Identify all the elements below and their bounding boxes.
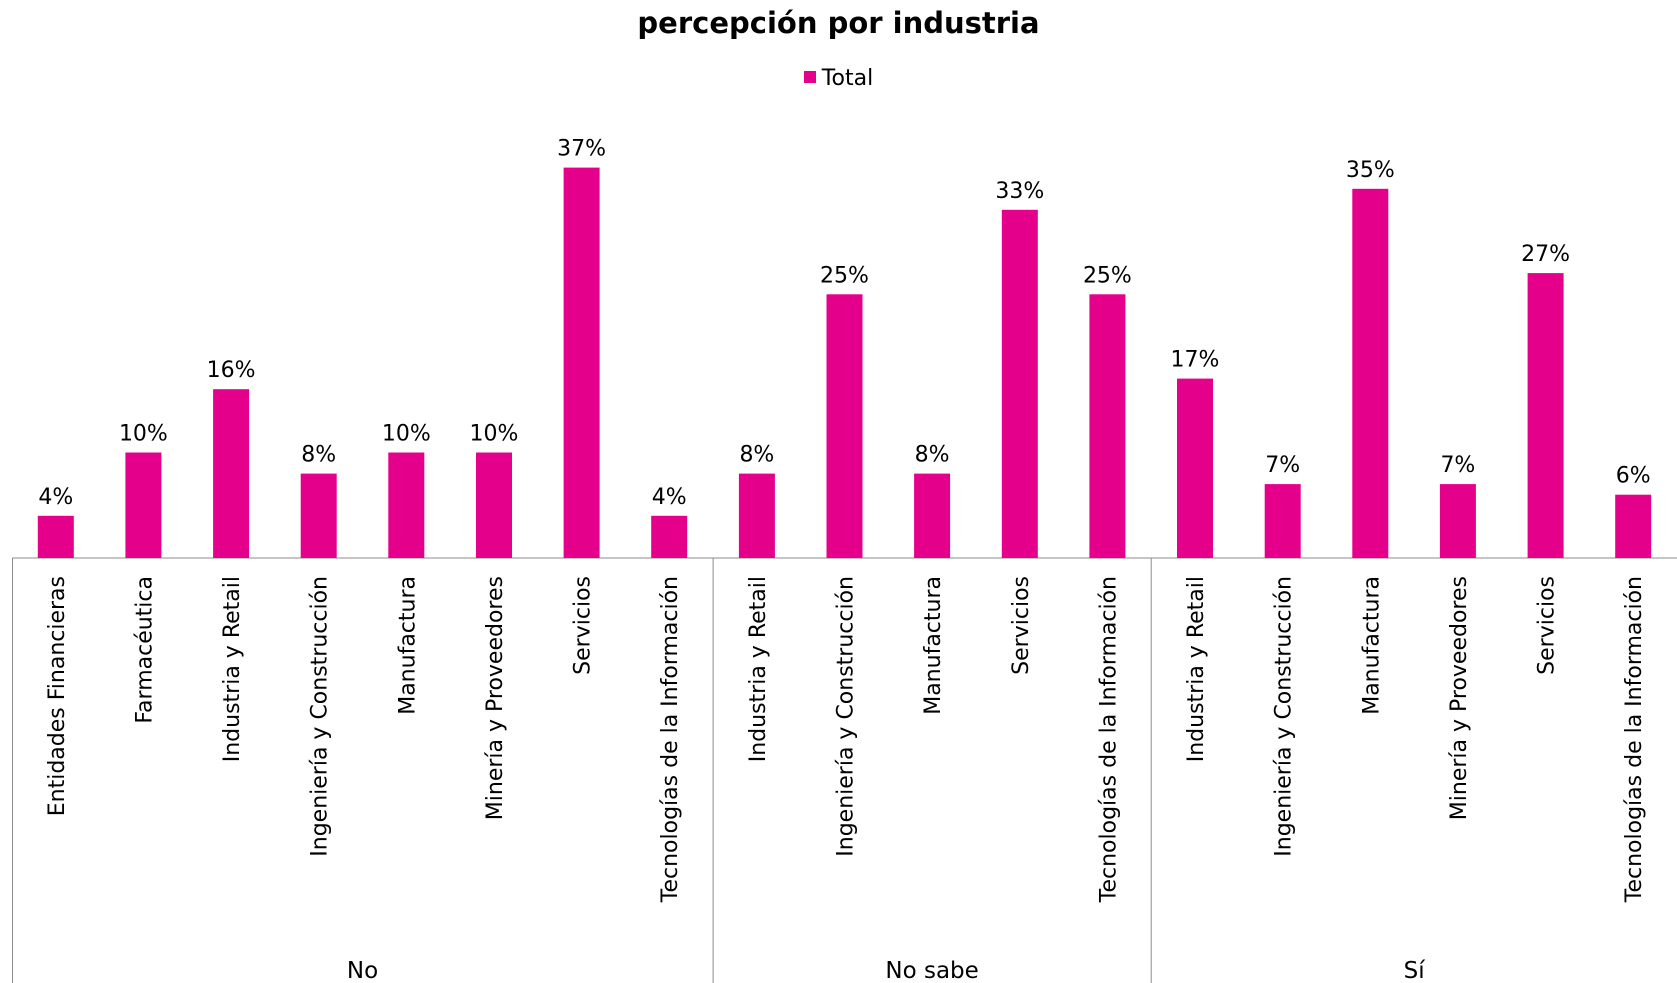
bar <box>1001 209 1038 559</box>
group-label: No sabe <box>885 958 978 983</box>
category-tick-label: Servicios <box>571 576 596 675</box>
category-tick-label: Servicios <box>1535 576 1560 675</box>
bar <box>125 452 162 558</box>
category-tick-label: Manufactura <box>921 576 946 715</box>
category-tick-label: Servicios <box>1009 576 1034 675</box>
bar <box>1352 188 1389 559</box>
bar <box>563 167 600 558</box>
data-label: 37% <box>557 137 606 162</box>
data-label: 10% <box>470 422 519 447</box>
data-label: 4% <box>38 485 73 510</box>
bar <box>651 515 688 558</box>
category-tick-label: Industria y Retail <box>1184 576 1209 762</box>
data-label: 16% <box>207 358 256 383</box>
bar <box>1177 378 1213 558</box>
data-label: 4% <box>652 485 687 510</box>
category-tick-label: Ingeniería y Construcción <box>834 576 859 857</box>
legend-swatch <box>803 71 816 83</box>
data-label: 25% <box>1083 263 1132 288</box>
bar <box>1089 294 1126 559</box>
legend-label: Total <box>821 66 874 91</box>
data-label: 8% <box>739 443 774 468</box>
data-label: 17% <box>1171 348 1220 373</box>
bar <box>1264 484 1301 558</box>
category-tick-label: Tecnologías de la Información <box>1622 576 1647 903</box>
category-tick-label: Manufactura <box>395 576 420 715</box>
bar <box>826 294 863 559</box>
bar <box>1615 494 1652 558</box>
category-tick-label: Minería y Proveedores <box>1447 576 1472 820</box>
data-label: 10% <box>119 422 168 447</box>
bar <box>476 452 512 558</box>
data-label: 10% <box>382 422 431 447</box>
bar <box>738 473 775 558</box>
category-tick-label: Tecnologías de la Información <box>658 576 683 903</box>
legend: Total <box>0 66 1677 91</box>
bar <box>914 473 951 558</box>
data-label: 27% <box>1521 242 1570 267</box>
group-label: Sí <box>1404 958 1426 983</box>
data-label: 33% <box>995 179 1044 204</box>
data-label: 8% <box>915 443 950 468</box>
category-tick-label: Industria y Retail <box>220 576 245 762</box>
bar <box>213 389 250 558</box>
bar <box>300 473 337 558</box>
group-label: No <box>347 958 378 983</box>
category-tick-label: Entidades Financieras <box>45 576 70 816</box>
data-label: 35% <box>1346 158 1395 183</box>
category-tick-label: Minería y Proveedores <box>483 576 508 820</box>
category-tick-label: Manufactura <box>1359 576 1384 715</box>
bar <box>1527 273 1564 558</box>
category-tick-label: Ingeniería y Construcción <box>308 576 333 857</box>
category-tick-label: Ingeniería y Construcción <box>1272 576 1297 857</box>
bar <box>1439 484 1476 558</box>
category-tick-label: Tecnologías de la Información <box>1096 576 1121 903</box>
data-label: 25% <box>820 263 869 288</box>
category-tick-label: Farmacéutica <box>132 576 157 724</box>
data-label: 6% <box>1616 464 1651 489</box>
category-tick-label: Industria y Retail <box>746 576 771 762</box>
data-label: 7% <box>1265 453 1300 478</box>
data-label: 8% <box>301 443 336 468</box>
bar <box>37 515 74 558</box>
data-label: 7% <box>1440 453 1475 478</box>
bar <box>388 452 425 558</box>
chart-title: percepción por industria <box>637 6 1040 40</box>
